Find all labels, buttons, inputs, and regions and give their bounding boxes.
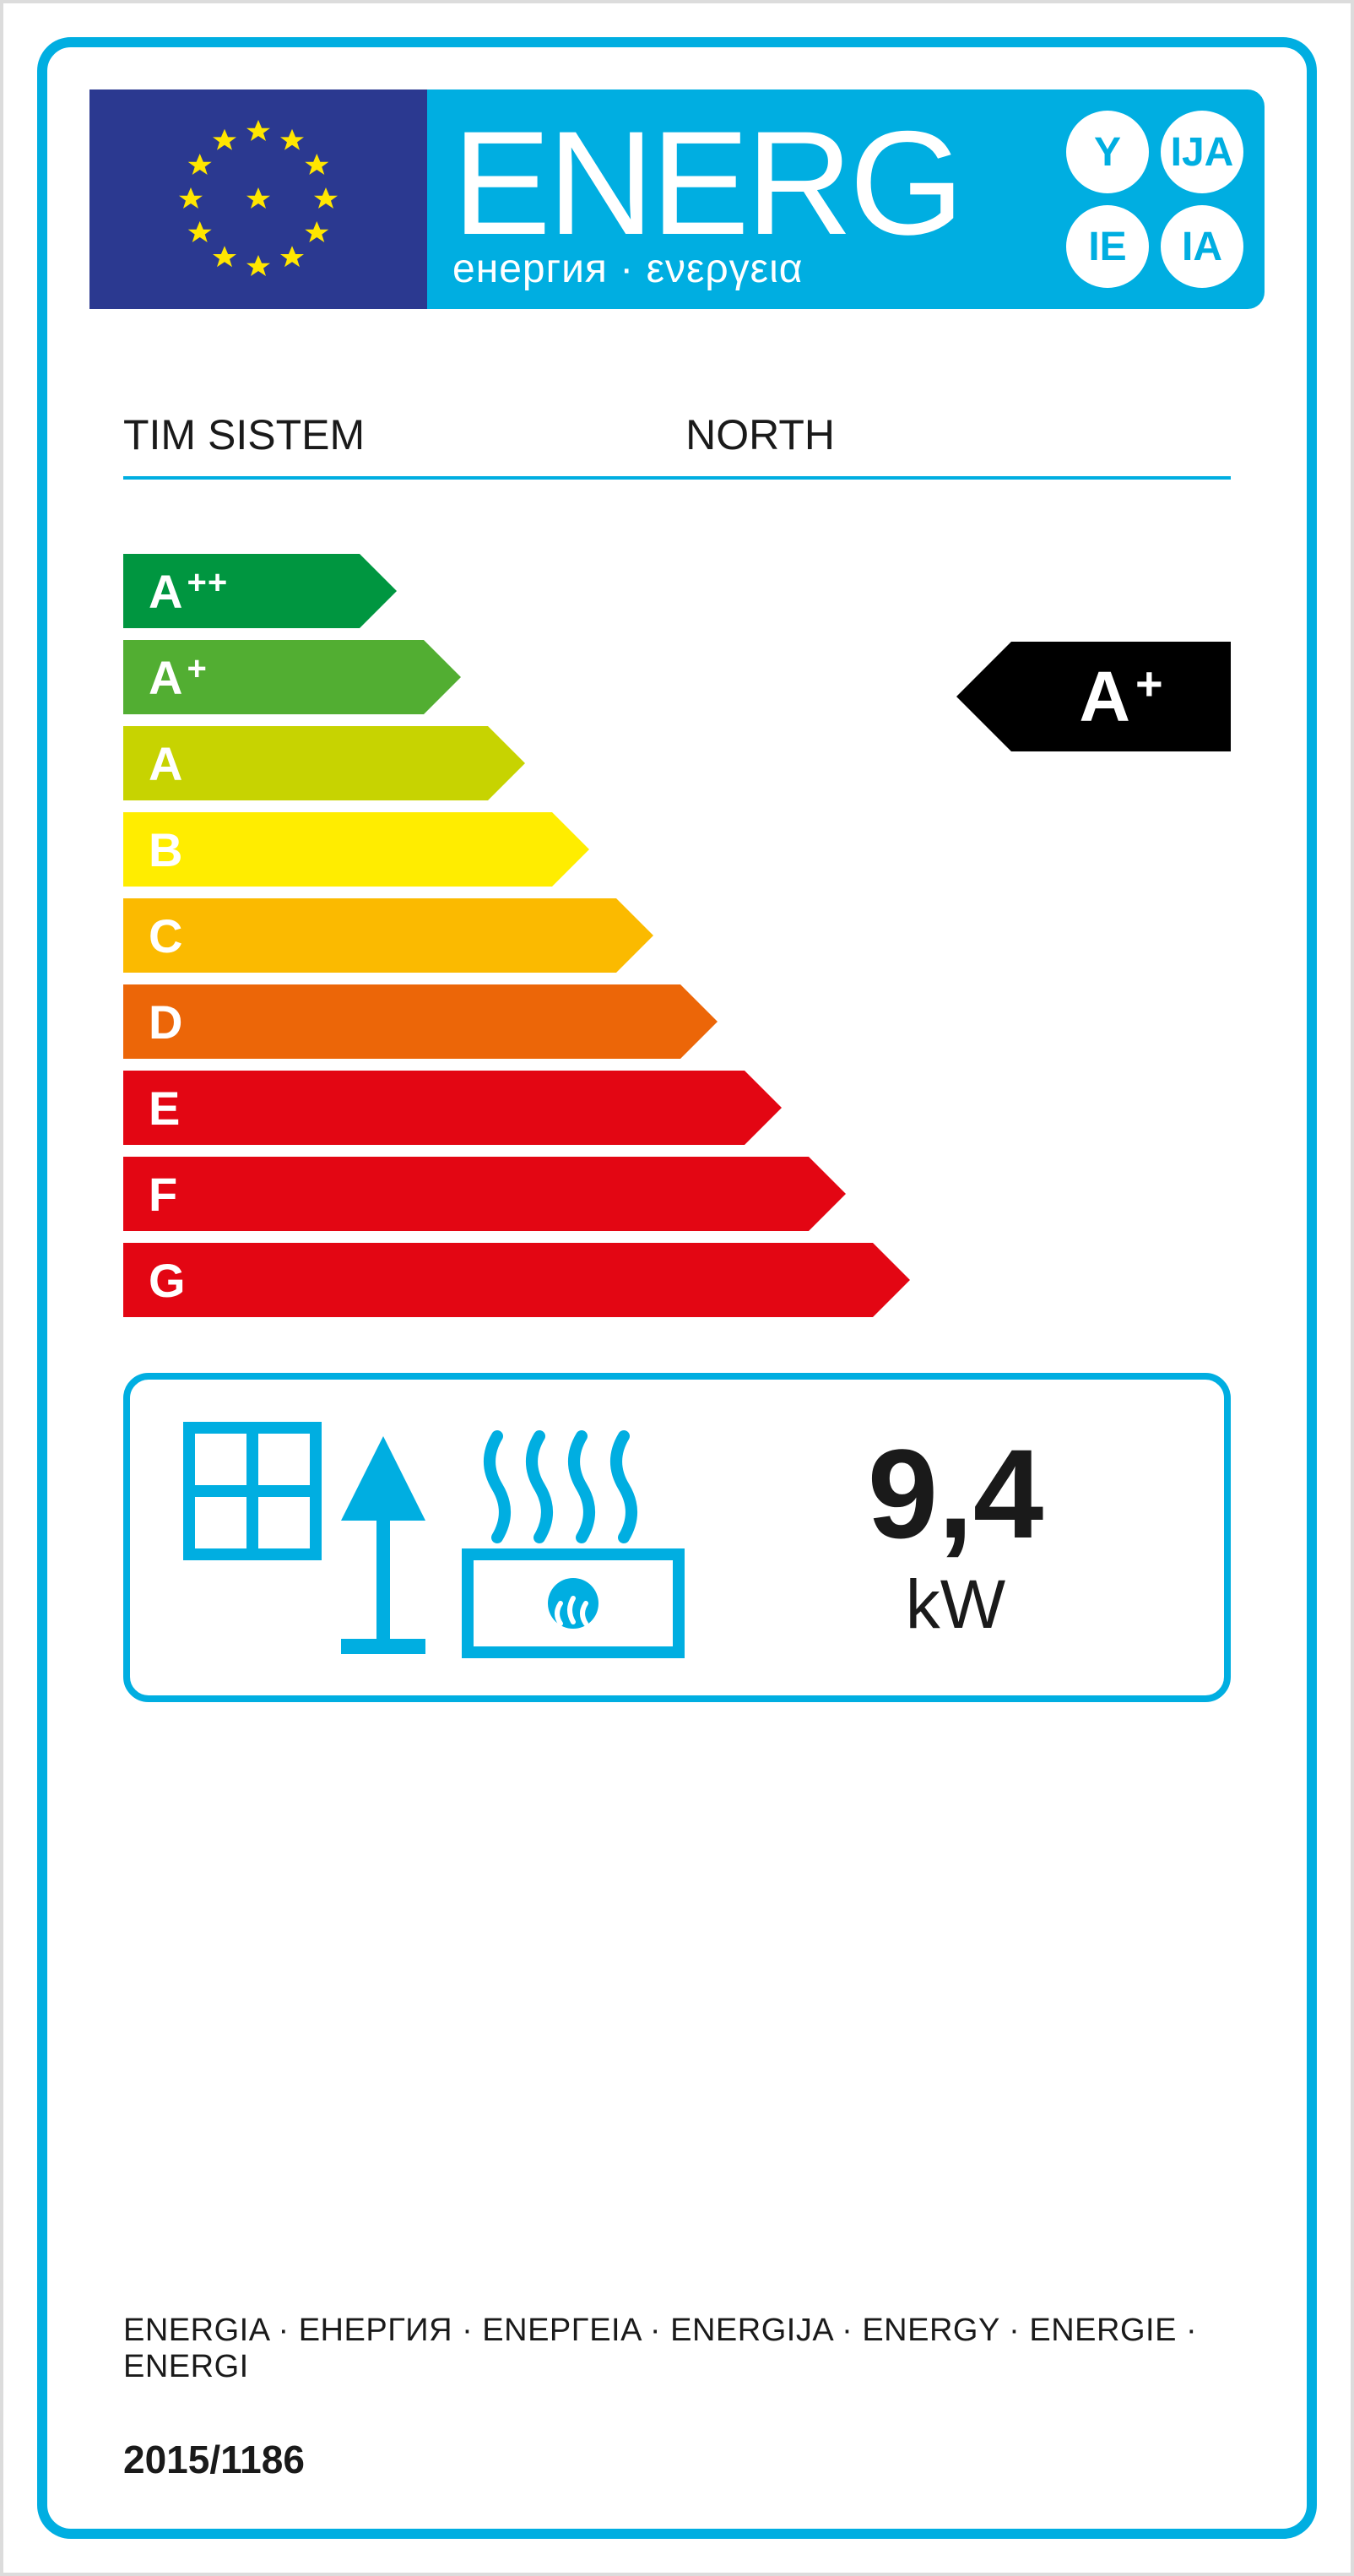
efficiency-class-row: D [123,984,873,1059]
energ-title: ENERG [452,110,961,258]
suffix-circle: IE [1066,205,1149,288]
efficiency-class-arrow: A++ [123,554,360,628]
eu-flag-icon [89,89,427,309]
energ-suffix-grid: Y IJA IE IA [1066,111,1243,288]
efficiency-class-arrow: A [123,726,488,800]
space-heater-icon [130,1380,738,1695]
heat-output-value: 9,4 [868,1430,1044,1557]
efficiency-class-row: G [123,1243,873,1317]
footer-languages-line: ENERGIA · ЕНЕРГИЯ · ΕΝΕΡΓΕΙΑ · ENERGIJA … [123,2313,1231,2385]
efficiency-class-label: C [149,908,183,963]
heat-output-unit: kW [906,1565,1005,1645]
selected-class-label: A [1079,656,1130,738]
efficiency-class-row: A++ [123,554,873,628]
suffix-circle: IA [1161,205,1243,288]
energy-label-outer-frame: ENERG енергия · ενεργεια Y IJA IE IA TIM… [0,0,1354,2576]
efficiency-scale: A++A+ABCDEFG [123,554,873,1329]
suffix-circle: IJA [1161,111,1243,193]
efficiency-class-label: A [149,736,183,791]
efficiency-class-arrow: C [123,898,616,973]
efficiency-class-arrow: D [123,984,680,1059]
energ-subtitle: енергия · ενεργεια [452,249,961,290]
efficiency-class-label: E [149,1081,181,1136]
efficiency-class-label: D [149,995,183,1049]
efficiency-class-arrow: F [123,1157,809,1231]
efficiency-class-label: G [149,1253,187,1308]
energ-title-block: ENERG енергия · ενεργεια Y IJA IE IA [427,89,1265,309]
efficiency-class-row: C [123,898,873,973]
model-name: NORTH [685,410,835,459]
efficiency-class-arrow: B [123,812,552,887]
selected-class-suffix: + [1135,656,1163,711]
efficiency-class-label: F [149,1167,178,1222]
efficiency-class-label: B [149,822,183,877]
heat-output-values: 9,4 kW [738,1430,1224,1645]
efficiency-class-row: E [123,1071,873,1145]
header-band: ENERG енергия · ενεργεια Y IJA IE IA [89,89,1265,309]
selected-class-badge: A+ [1011,642,1231,751]
efficiency-class-label: A [149,564,183,619]
efficiency-class-row: B [123,812,873,887]
efficiency-class-row: F [123,1157,873,1231]
supplier-name: TIM SISTEM [123,410,365,459]
suffix-circle: Y [1066,111,1149,193]
efficiency-class-arrow: G [123,1243,873,1317]
energy-label-inner-frame: ENERG енергия · ενεργεια Y IJA IE IA TIM… [37,37,1317,2539]
efficiency-class-row: A [123,726,873,800]
efficiency-class-suffix: ++ [187,564,228,602]
supplier-model-line: TIM SISTEM NORTH [123,410,1231,480]
efficiency-class-arrow: A+ [123,640,424,714]
efficiency-class-label: A [149,650,183,705]
efficiency-class-row: A+ [123,640,873,714]
efficiency-class-arrow: E [123,1071,745,1145]
efficiency-class-suffix: + [187,650,207,688]
heat-output-box: 9,4 kW [123,1373,1231,1702]
footer-regulation-number: 2015/1186 [123,2437,305,2482]
